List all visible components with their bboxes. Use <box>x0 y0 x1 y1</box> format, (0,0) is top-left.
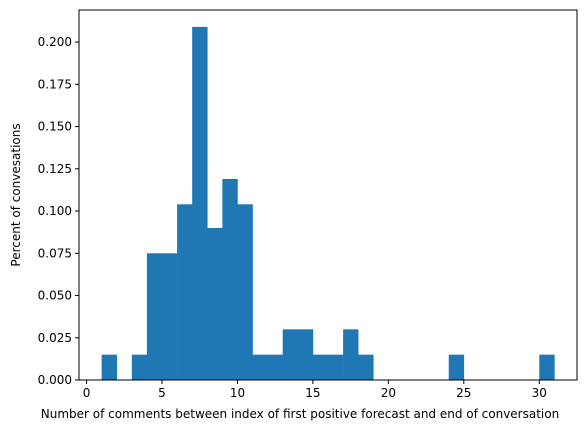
x-tick-label: 5 <box>158 386 166 400</box>
y-tick-label: 0.150 <box>38 120 72 134</box>
histogram-bar <box>131 354 148 380</box>
y-tick-label: 0.075 <box>38 246 72 260</box>
y-tick-label: 0.000 <box>38 373 72 387</box>
histogram-bar <box>358 354 374 380</box>
histogram-bar <box>207 227 223 380</box>
y-tick-label: 0.200 <box>38 35 72 49</box>
x-tick-label: 25 <box>456 386 471 400</box>
x-axis-label: Number of comments between index of firs… <box>41 407 559 421</box>
histogram-bar <box>448 354 465 380</box>
bars-group <box>101 26 555 380</box>
histogram-bar <box>539 354 555 380</box>
y-axis-label: Percent of convesations <box>9 123 23 266</box>
x-tick-label: 20 <box>381 386 396 400</box>
y-tick-label: 0.175 <box>38 77 72 91</box>
histogram-bar <box>101 354 118 380</box>
histogram-bar <box>297 329 314 380</box>
plot-frame <box>78 9 578 381</box>
histogram-bar <box>328 354 344 380</box>
histogram-bar <box>252 354 268 380</box>
histogram-bar <box>267 354 284 380</box>
histogram-bar <box>222 178 238 380</box>
histogram-bar <box>343 329 359 380</box>
histogram-bar <box>146 253 163 380</box>
histogram-bar <box>177 204 193 380</box>
x-tick-label: 30 <box>532 386 547 400</box>
histogram-bar <box>312 354 329 380</box>
y-tick-label: 0.125 <box>38 162 72 176</box>
histogram-bar <box>237 204 253 380</box>
histogram-bar <box>192 26 208 380</box>
x-tick-label: 15 <box>305 386 320 400</box>
y-axis-ticks: 0.000 0.025 0.050 0.075 0.100 0.125 0.150 0.175… <box>38 35 79 387</box>
histogram-bar <box>282 329 299 380</box>
y-tick-label: 0.100 <box>38 204 72 218</box>
y-tick-label: 0.025 <box>38 331 72 345</box>
histogram-bar <box>162 253 178 380</box>
x-axis-ticks: 0 5 10 15 20 25 30 <box>83 380 547 400</box>
x-tick-label: 10 <box>230 386 245 400</box>
y-tick-label: 0.050 <box>38 289 72 303</box>
x-tick-label: 0 <box>83 386 91 400</box>
